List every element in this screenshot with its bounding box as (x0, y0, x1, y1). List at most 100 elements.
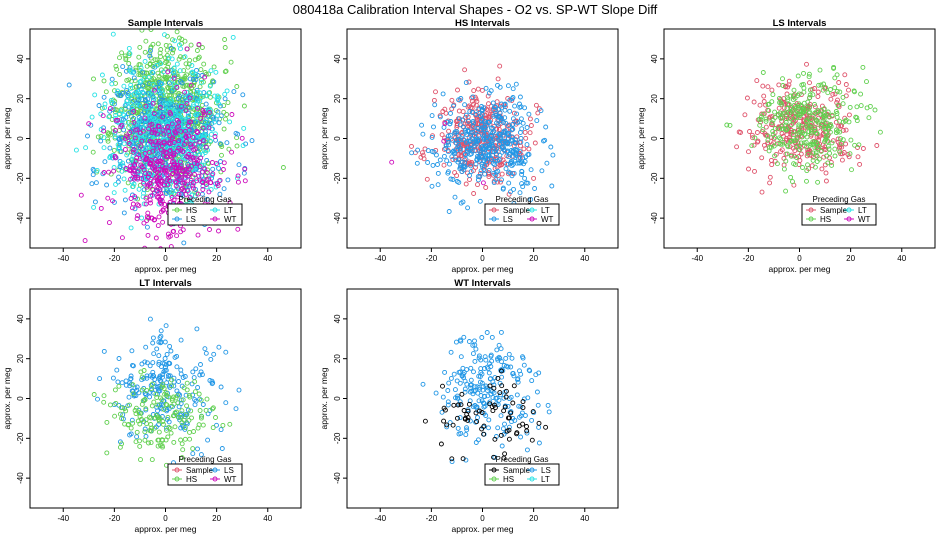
point-hs (840, 101, 846, 107)
point-hs (161, 406, 167, 412)
point-wt (148, 200, 153, 206)
y-tick-label: -20 (16, 172, 25, 184)
point-hs (790, 106, 796, 112)
point-ls (164, 407, 170, 412)
point-sample (479, 410, 485, 415)
legend-swatch-point (491, 216, 497, 222)
point-ls (452, 194, 458, 200)
legend-title: Preceding Gas (813, 195, 866, 204)
point-ls (139, 361, 145, 367)
point-wt (152, 157, 158, 163)
point-sample (462, 416, 468, 422)
point-ls (478, 168, 484, 174)
point-lt (181, 117, 187, 123)
points-group (420, 329, 552, 465)
point-sample (812, 104, 818, 110)
point-hs (825, 138, 831, 144)
point-wt (158, 191, 164, 196)
point-hs (778, 115, 784, 121)
legend-title: Preceding Gas (496, 195, 549, 204)
legend-title: Preceding Gas (179, 195, 232, 204)
point-hs (801, 108, 807, 114)
y-tick-label: -20 (16, 432, 25, 444)
point-lt (198, 162, 204, 168)
point-wt (125, 134, 131, 140)
point-hs (838, 136, 843, 142)
point-lt (128, 85, 134, 91)
point-hs (125, 180, 131, 186)
x-tick-label: 0 (163, 254, 168, 263)
point-hs (223, 68, 229, 74)
point-ls (115, 179, 121, 185)
point-hs (796, 130, 802, 136)
point-hs (133, 411, 139, 417)
point-wt (175, 194, 181, 200)
point-hs (798, 140, 804, 146)
point-ls (451, 371, 457, 377)
point-hs (167, 426, 173, 431)
point-ls (491, 128, 497, 134)
point-hs (123, 408, 129, 414)
y-tick-label: 0 (16, 136, 25, 141)
point-hs (174, 409, 179, 415)
point-sample (474, 98, 480, 104)
point-hs (867, 103, 873, 109)
point-ls (136, 115, 142, 120)
point-ls (96, 103, 102, 108)
point-wt (134, 155, 140, 161)
point-ls (142, 426, 148, 432)
point-wt (160, 114, 166, 120)
point-wt (186, 127, 192, 133)
point-ls (446, 209, 452, 214)
point-hs (783, 127, 789, 133)
point-ls (496, 114, 502, 120)
point-lt (113, 181, 119, 187)
y-tick-label: -40 (16, 472, 25, 484)
x-tick-label: -20 (426, 254, 438, 263)
point-hs (166, 86, 171, 91)
point-sample (510, 400, 516, 406)
point-ls (458, 96, 464, 101)
point-wt (203, 182, 209, 187)
point-hs (724, 122, 730, 128)
point-ls (441, 153, 447, 159)
point-wt (171, 159, 177, 165)
point-hs (168, 430, 174, 436)
point-hs (815, 179, 821, 185)
point-wt (159, 178, 165, 184)
point-wt (190, 135, 196, 140)
point-hs (787, 110, 793, 116)
point-ls (447, 132, 453, 138)
point-sample (485, 93, 491, 99)
point-hs (791, 138, 797, 144)
point-lt (165, 119, 171, 125)
point-ls (168, 348, 174, 354)
x-tick-label: 0 (480, 514, 485, 523)
point-ls (435, 170, 441, 176)
point-ls (445, 136, 451, 142)
point-hs (783, 158, 789, 164)
point-sample (454, 121, 460, 127)
point-wt (132, 194, 138, 200)
point-hs (184, 403, 190, 409)
point-hs (91, 76, 96, 82)
point-hs (99, 105, 105, 111)
point-ls (467, 151, 473, 157)
point-ls (66, 82, 72, 88)
point-ls (444, 424, 450, 430)
point-wt (206, 110, 212, 115)
point-sample (440, 383, 445, 389)
point-hs (182, 74, 188, 79)
point-ls (466, 138, 472, 144)
point-hs (175, 414, 181, 420)
point-ls (467, 172, 472, 178)
point-ls (511, 373, 517, 379)
point-ls (511, 170, 517, 176)
point-lt (124, 152, 130, 158)
point-ls (452, 130, 458, 136)
point-hs (156, 429, 162, 435)
point-ls (460, 132, 466, 138)
point-lt (117, 111, 122, 117)
point-wt (106, 220, 112, 226)
point-hs (149, 381, 155, 387)
